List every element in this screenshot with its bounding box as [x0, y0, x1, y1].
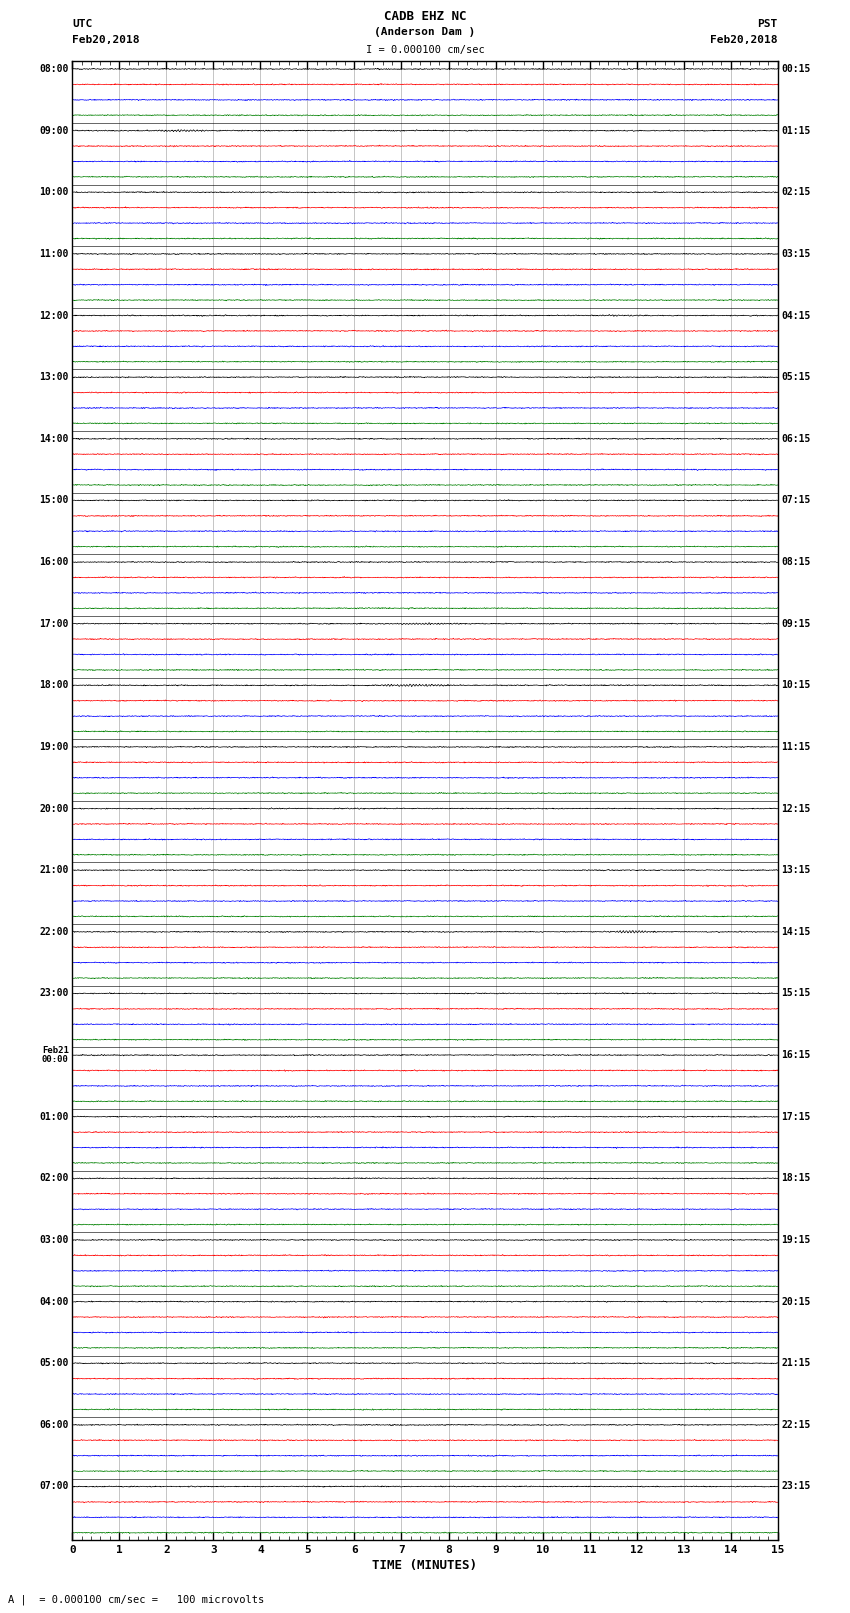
- Text: 23:00: 23:00: [39, 989, 69, 998]
- Text: 17:15: 17:15: [781, 1111, 811, 1121]
- Text: 01:15: 01:15: [781, 126, 811, 135]
- X-axis label: TIME (MINUTES): TIME (MINUTES): [372, 1560, 478, 1573]
- Text: 08:00: 08:00: [39, 65, 69, 74]
- Text: 20:15: 20:15: [781, 1297, 811, 1307]
- Text: PST: PST: [757, 19, 778, 29]
- Text: 03:00: 03:00: [39, 1236, 69, 1245]
- Text: 19:15: 19:15: [781, 1236, 811, 1245]
- Text: 22:00: 22:00: [39, 927, 69, 937]
- Text: 20:00: 20:00: [39, 803, 69, 813]
- Text: 10:15: 10:15: [781, 681, 811, 690]
- Text: 15:15: 15:15: [781, 989, 811, 998]
- Text: 21:00: 21:00: [39, 865, 69, 876]
- Text: 13:15: 13:15: [781, 865, 811, 876]
- Text: Feb21
00:00: Feb21 00:00: [42, 1045, 69, 1065]
- Text: 14:00: 14:00: [39, 434, 69, 444]
- Text: 16:00: 16:00: [39, 556, 69, 568]
- Text: 18:15: 18:15: [781, 1173, 811, 1184]
- Text: 02:15: 02:15: [781, 187, 811, 197]
- Text: 09:00: 09:00: [39, 126, 69, 135]
- Text: 17:00: 17:00: [39, 619, 69, 629]
- Text: UTC: UTC: [72, 19, 93, 29]
- Text: CADB EHZ NC: CADB EHZ NC: [383, 10, 467, 23]
- Text: 11:15: 11:15: [781, 742, 811, 752]
- Text: 18:00: 18:00: [39, 681, 69, 690]
- Text: 12:00: 12:00: [39, 311, 69, 321]
- Text: Feb20,2018: Feb20,2018: [72, 35, 139, 45]
- Text: I = 0.000100 cm/sec: I = 0.000100 cm/sec: [366, 45, 484, 55]
- Text: 23:15: 23:15: [781, 1481, 811, 1492]
- Text: 02:00: 02:00: [39, 1173, 69, 1184]
- Text: 11:00: 11:00: [39, 248, 69, 260]
- Text: 12:15: 12:15: [781, 803, 811, 813]
- Text: Feb20,2018: Feb20,2018: [711, 35, 778, 45]
- Text: 21:15: 21:15: [781, 1358, 811, 1368]
- Text: 13:00: 13:00: [39, 373, 69, 382]
- Text: 09:15: 09:15: [781, 619, 811, 629]
- Text: 14:15: 14:15: [781, 927, 811, 937]
- Text: 05:00: 05:00: [39, 1358, 69, 1368]
- Text: 19:00: 19:00: [39, 742, 69, 752]
- Text: 04:00: 04:00: [39, 1297, 69, 1307]
- Text: 07:00: 07:00: [39, 1481, 69, 1492]
- Text: 01:00: 01:00: [39, 1111, 69, 1121]
- Text: 06:15: 06:15: [781, 434, 811, 444]
- Text: 06:00: 06:00: [39, 1419, 69, 1429]
- Text: 16:15: 16:15: [781, 1050, 811, 1060]
- Text: 04:15: 04:15: [781, 311, 811, 321]
- Text: 22:15: 22:15: [781, 1419, 811, 1429]
- Text: 00:15: 00:15: [781, 65, 811, 74]
- Text: A |  = 0.000100 cm/sec =   100 microvolts: A | = 0.000100 cm/sec = 100 microvolts: [8, 1594, 264, 1605]
- Text: 08:15: 08:15: [781, 556, 811, 568]
- Text: 10:00: 10:00: [39, 187, 69, 197]
- Text: 05:15: 05:15: [781, 373, 811, 382]
- Text: 15:00: 15:00: [39, 495, 69, 505]
- Text: 03:15: 03:15: [781, 248, 811, 260]
- Text: 07:15: 07:15: [781, 495, 811, 505]
- Text: (Anderson Dam ): (Anderson Dam ): [374, 27, 476, 37]
